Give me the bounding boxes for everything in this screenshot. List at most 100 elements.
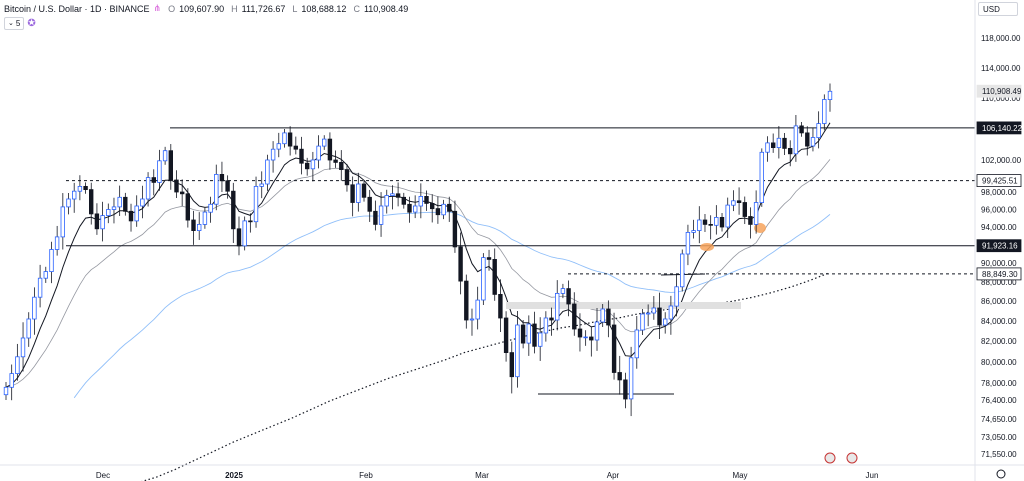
candle-body bbox=[418, 195, 423, 207]
candle bbox=[248, 213, 253, 233]
symbol-share-icon[interactable]: ⋔ bbox=[153, 3, 162, 13]
open-label: O bbox=[168, 3, 176, 14]
candle-body bbox=[179, 191, 185, 195]
candle-body bbox=[202, 211, 208, 225]
price-tick-label: 98,000.00 bbox=[981, 188, 1017, 197]
price-tag-box bbox=[976, 267, 1022, 281]
candle-body bbox=[577, 328, 583, 338]
candle bbox=[299, 136, 304, 175]
candle bbox=[753, 190, 759, 234]
candle bbox=[429, 194, 435, 223]
price-tick-label: 78,000.00 bbox=[981, 379, 1017, 388]
candle bbox=[344, 164, 350, 192]
price-tag-box bbox=[976, 121, 1022, 135]
candle-body bbox=[208, 203, 213, 213]
candle bbox=[691, 219, 696, 239]
candle-body bbox=[407, 203, 412, 213]
candle-body bbox=[634, 329, 639, 359]
candle-body bbox=[822, 99, 827, 124]
candle-body bbox=[196, 223, 202, 231]
candle-body bbox=[259, 183, 264, 187]
candle bbox=[191, 210, 196, 245]
price-tick-label: 76,400.00 bbox=[981, 396, 1017, 405]
candle-body bbox=[719, 216, 725, 228]
candle-body bbox=[651, 307, 656, 314]
candle bbox=[361, 180, 367, 202]
price-axis: 118,000.00 114,000.00 110,000.00 102,000.00… bbox=[974, 0, 1022, 481]
candle bbox=[560, 283, 566, 299]
candle-body bbox=[555, 292, 560, 321]
candle-body bbox=[543, 317, 549, 334]
candle bbox=[810, 128, 816, 152]
candle bbox=[452, 200, 458, 253]
candle bbox=[185, 188, 190, 228]
candle-body bbox=[816, 123, 821, 138]
candle-body bbox=[162, 150, 168, 162]
candle-body bbox=[429, 202, 435, 210]
candle bbox=[759, 148, 764, 207]
time-tick-label: Jun bbox=[866, 471, 879, 480]
candle bbox=[106, 203, 111, 224]
price-tick-label: 96,000.00 bbox=[981, 206, 1017, 215]
candle bbox=[674, 273, 679, 317]
candle bbox=[43, 266, 48, 283]
candle bbox=[526, 315, 531, 356]
candle-body bbox=[26, 318, 31, 339]
candle bbox=[549, 307, 554, 336]
candle bbox=[685, 224, 691, 266]
time-tick-label: May bbox=[732, 471, 747, 480]
candle bbox=[538, 317, 543, 361]
candle bbox=[788, 140, 793, 167]
candle bbox=[577, 313, 583, 352]
candle bbox=[151, 169, 156, 196]
candle-body bbox=[401, 196, 406, 205]
candle-body bbox=[265, 159, 270, 185]
candle bbox=[731, 190, 736, 212]
candle-body bbox=[20, 337, 26, 358]
candle bbox=[492, 248, 497, 301]
candle-body bbox=[515, 324, 520, 378]
candle bbox=[287, 126, 293, 156]
indicator-toggle[interactable]: ⌄ 5 ✪ bbox=[4, 17, 36, 30]
low-value: 108,688.12 bbox=[301, 3, 347, 14]
candle bbox=[725, 197, 730, 238]
candle bbox=[225, 175, 230, 199]
candle bbox=[407, 196, 412, 223]
candle bbox=[412, 195, 418, 219]
candle-body bbox=[793, 125, 799, 155]
candle bbox=[128, 203, 134, 232]
candle-body bbox=[623, 379, 628, 400]
price-tick-label: 110,000.00 bbox=[981, 94, 1021, 103]
indicators-collapse-button[interactable]: ⌄ 5 bbox=[4, 17, 25, 30]
price-tag-label: 88,849.30 bbox=[982, 270, 1018, 279]
candle bbox=[26, 312, 31, 347]
candle-body bbox=[327, 138, 333, 161]
candle-body bbox=[378, 205, 384, 225]
candle-body bbox=[646, 312, 651, 315]
candle bbox=[134, 195, 139, 227]
candle bbox=[384, 189, 389, 214]
candle bbox=[15, 343, 20, 381]
candle-body bbox=[128, 210, 134, 222]
candle-body bbox=[231, 190, 236, 230]
candle bbox=[617, 355, 622, 395]
candle-body bbox=[560, 288, 566, 294]
price-tag: 99,425.51 bbox=[976, 174, 1022, 188]
candle-body bbox=[674, 286, 679, 307]
candle-body bbox=[827, 90, 833, 101]
price-tag: 106,140.22 bbox=[976, 121, 1023, 135]
indicator-settings-icon[interactable]: ✪ bbox=[27, 18, 36, 29]
time-tick-label: 2025 bbox=[225, 471, 243, 480]
candle-body bbox=[691, 230, 696, 233]
candle-body bbox=[594, 321, 600, 341]
price-tick-label: 74,650.00 bbox=[981, 415, 1017, 424]
symbol-title[interactable]: Bitcoin / U.S. Dollar · 1D · BINANCE bbox=[4, 3, 150, 14]
candle bbox=[100, 201, 105, 242]
price-tag-box bbox=[976, 239, 1022, 253]
price-tag-label: 91,923.16 bbox=[982, 242, 1018, 251]
candle bbox=[606, 300, 611, 338]
currency-selector[interactable]: USD bbox=[978, 2, 1018, 16]
candle-body bbox=[77, 185, 83, 192]
candle bbox=[117, 185, 122, 216]
